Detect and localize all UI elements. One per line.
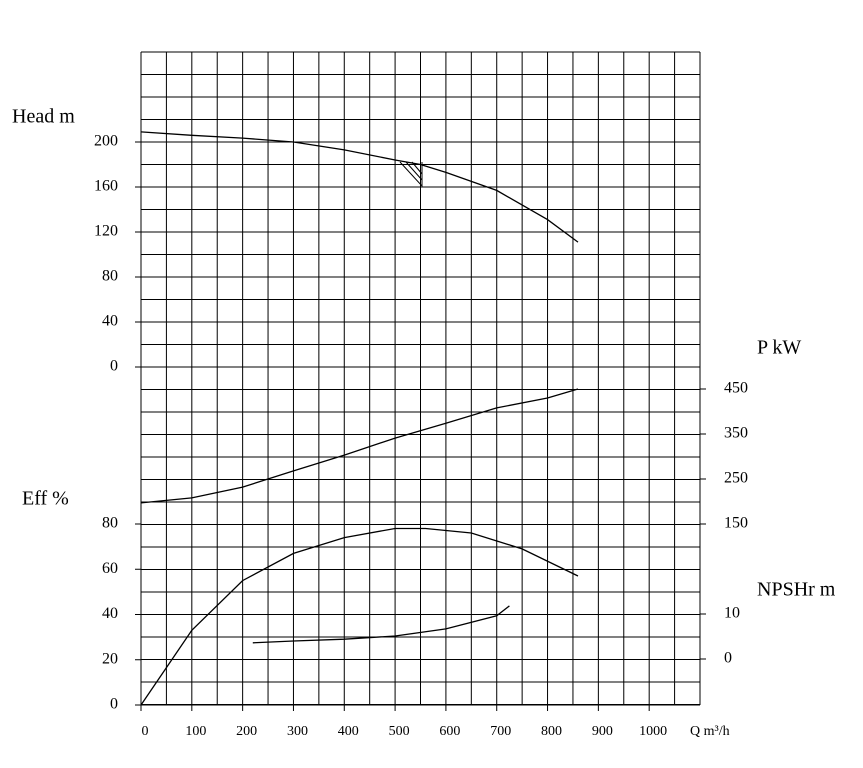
curve [252,605,510,644]
axis-label: Head m [12,106,75,128]
y-tick-label: 80 [102,268,118,285]
y-tick-label: 450 [724,380,748,397]
y-tick-label: 120 [94,223,118,240]
curve [140,527,579,706]
y-tick-label: 150 [724,515,748,532]
y-tick-label: 10 [724,605,740,622]
duty-point-marker [399,161,423,188]
grid [140,51,701,705]
x-tick-label: 500 [389,724,410,739]
x-tick-label: 900 [592,724,613,739]
x-tick-label: 100 [185,724,206,739]
y-tick-label: 40 [102,313,118,330]
y-tick-label: 60 [102,560,118,577]
y-tick-label: 0 [110,358,118,375]
x-tick-label: 1000 [639,724,667,739]
y-tick-label: 80 [102,515,118,532]
axis-label: Eff % [22,488,69,510]
axis-label: NPSHr m [757,579,836,601]
duty-point-hatch [411,161,423,175]
x-tick-label: 0 [142,724,149,739]
x-axis-label: Q m³/h [690,724,730,739]
y-tick-label: 200 [94,133,118,150]
y-tick-label: 250 [724,470,748,487]
x-tick-label: 300 [287,724,308,739]
y-tick-label: 0 [110,696,118,713]
y-tick-label: 0 [724,650,732,667]
x-tick-label: 800 [541,724,562,739]
x-tick-label: 600 [439,724,460,739]
axis-label: P kW [757,337,801,359]
x-tick-label: 200 [236,724,257,739]
y-tick-label: 40 [102,605,118,622]
y-tick-label: 160 [94,178,118,195]
duty-point-hatch [405,161,423,181]
x-tick-label: 700 [490,724,511,739]
y-tick-label: 350 [724,425,748,442]
curve [140,131,579,243]
y-tick-label: 20 [102,650,118,667]
curve [140,388,579,504]
x-tick-label: 400 [338,724,359,739]
